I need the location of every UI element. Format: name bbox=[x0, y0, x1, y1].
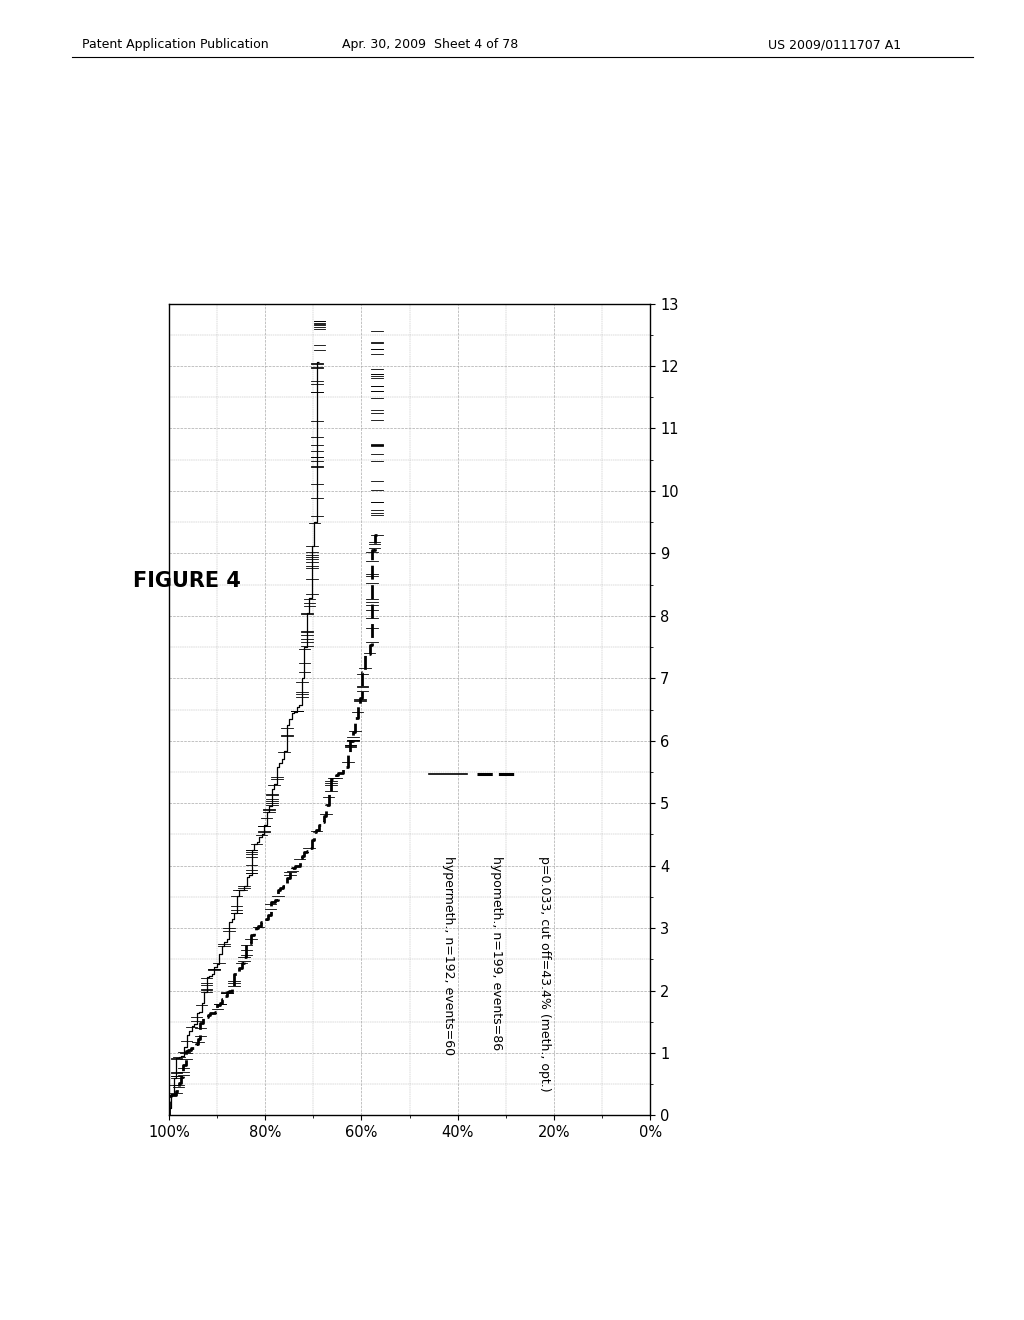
Text: Patent Application Publication: Patent Application Publication bbox=[82, 38, 268, 51]
Text: Apr. 30, 2009  Sheet 4 of 78: Apr. 30, 2009 Sheet 4 of 78 bbox=[342, 38, 518, 51]
Point bbox=[336, 1081, 348, 1097]
Text: hypometh., n=199, events=86: hypometh., n=199, events=86 bbox=[489, 855, 503, 1049]
Text: FIGURE 4: FIGURE 4 bbox=[133, 570, 241, 591]
Point bbox=[298, 1081, 310, 1097]
Point bbox=[346, 1081, 358, 1097]
Point bbox=[384, 1081, 396, 1097]
Text: hypermeth., n=192, events=60: hypermeth., n=192, events=60 bbox=[441, 855, 455, 1055]
Text: p=0.033, cut off=43.4% (meth., opt.): p=0.033, cut off=43.4% (meth., opt.) bbox=[538, 855, 551, 1092]
Text: US 2009/0111707 A1: US 2009/0111707 A1 bbox=[768, 38, 901, 51]
